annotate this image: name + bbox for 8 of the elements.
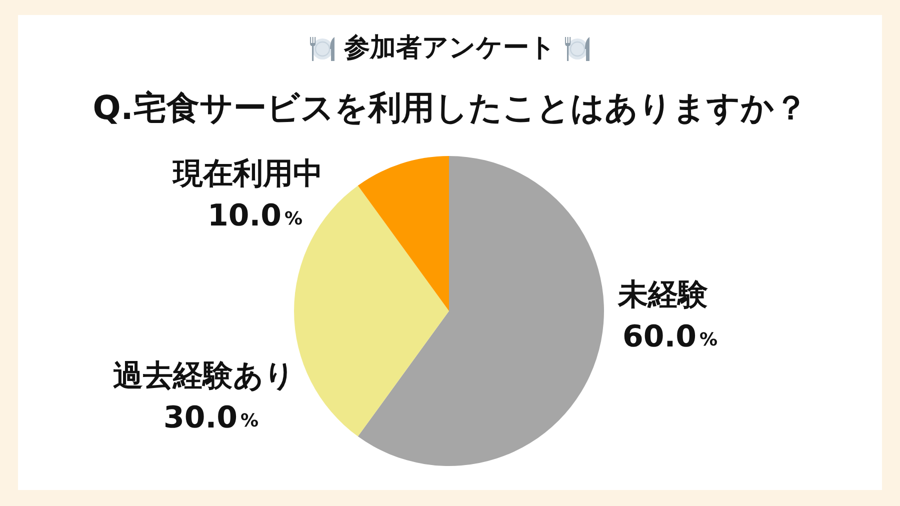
chart-subtitle: Q.宅食サービスを利用したことはありますか？ [92,87,808,129]
data-label: 60.0% [622,320,718,354]
chart-title: 参加者アンケート [344,32,556,64]
slice-label: 未経験 [617,278,708,312]
data-label: 30.0% [163,400,259,436]
slice-label: 現在利用中 [172,156,323,192]
slice-label: 過去経験あり [113,358,295,394]
data-label: 10.0% [207,198,303,234]
